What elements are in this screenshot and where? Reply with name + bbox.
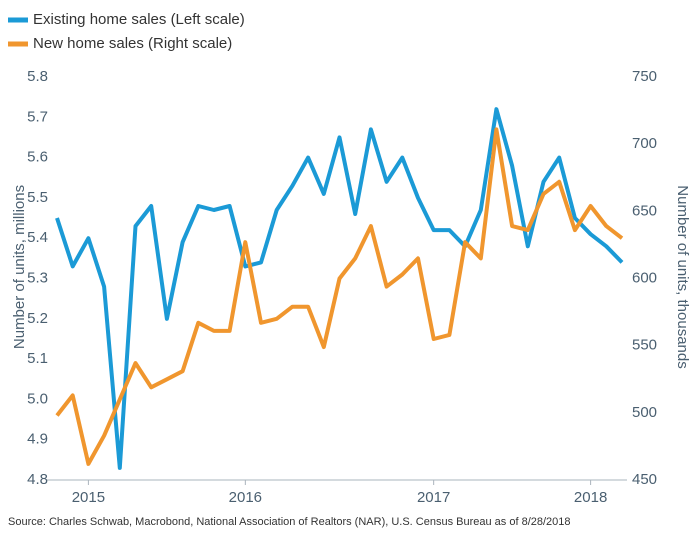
y-tick-label: 5.4 (27, 229, 48, 246)
y2-tick-label: 600 (632, 269, 657, 286)
y2-tick-label: 450 (632, 471, 657, 488)
y2-tick-label: 650 (632, 202, 657, 219)
x-tick-label: 2015 (72, 489, 105, 506)
source-note: Source: Charles Schwab, Macrobond, Natio… (8, 516, 571, 528)
legend-label: New home sales (Right scale) (33, 35, 232, 52)
y-tick-label: 5.0 (27, 390, 48, 407)
x-tick-label: 2016 (229, 489, 262, 506)
y-tick-label: 5.3 (27, 269, 48, 286)
x-tick-label: 2018 (574, 489, 607, 506)
x-tick-label: 2017 (417, 489, 450, 506)
y2-tick-label: 700 (632, 135, 657, 152)
y-tick-label: 5.8 (27, 68, 48, 85)
y-tick-label: 5.2 (27, 310, 48, 327)
y2-tick-label: 750 (632, 68, 657, 85)
y-tick-label: 5.5 (27, 189, 48, 206)
series-line (55, 127, 624, 466)
y-axis-title: Number of units, millions (11, 185, 28, 349)
y-tick-label: 4.8 (27, 471, 48, 488)
y2-tick-label: 550 (632, 337, 657, 354)
y-tick-label: 5.1 (27, 350, 48, 367)
y2-axis-title: Number of units, thousands (674, 185, 691, 368)
y2-tick-label: 500 (632, 404, 657, 421)
series-line (55, 107, 624, 470)
legend-label: Existing home sales (Left scale) (33, 11, 245, 28)
y-tick-label: 4.9 (27, 431, 48, 448)
y-tick-label: 5.7 (27, 108, 48, 125)
y-tick-label: 5.6 (27, 149, 48, 166)
